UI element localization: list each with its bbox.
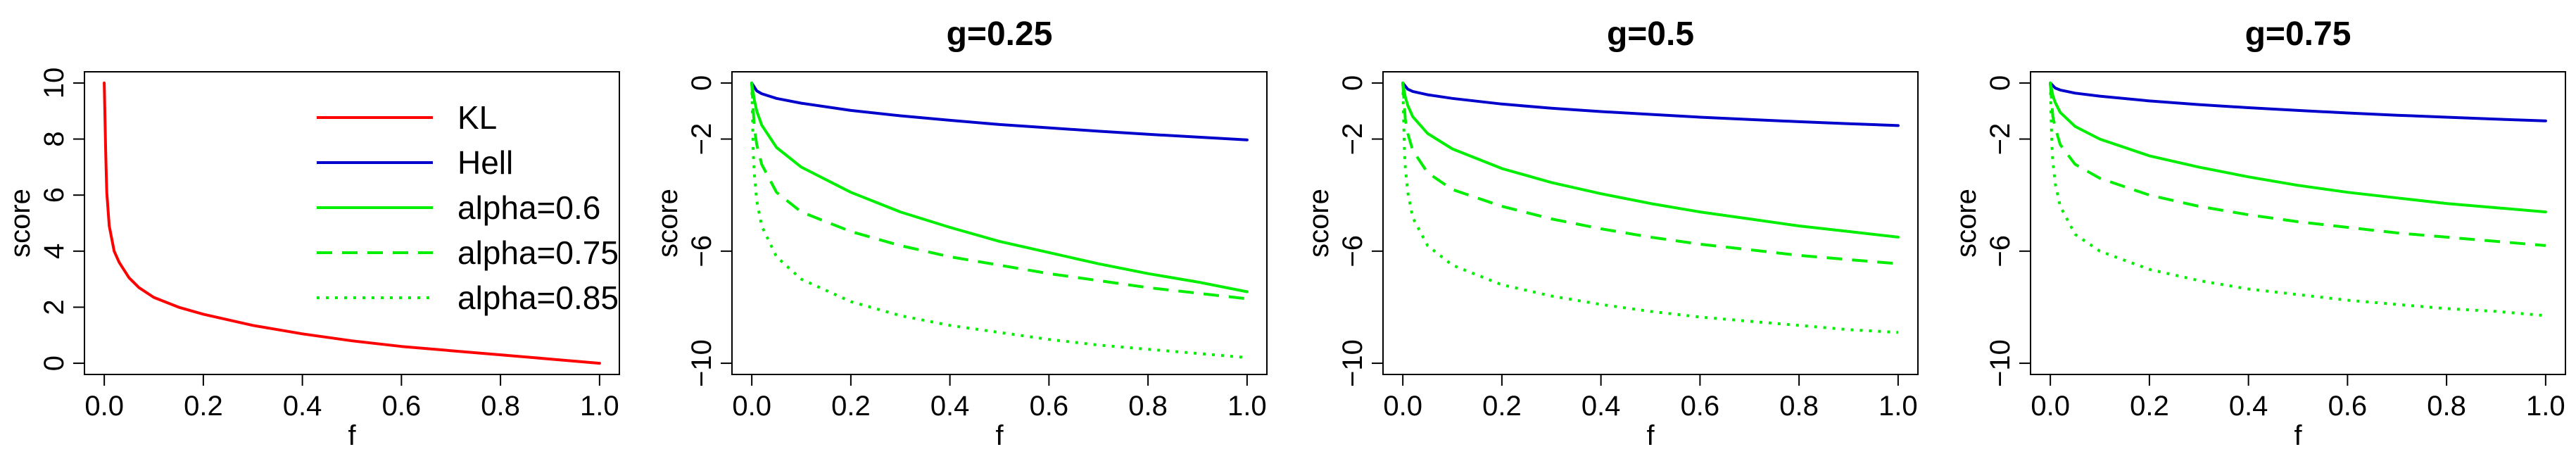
y-tick-label: −2 <box>1337 123 1368 156</box>
series-line-alpha-0-75 <box>750 82 1248 301</box>
y-axis-title: score <box>652 189 683 258</box>
x-tick-label: 0.4 <box>2229 391 2268 422</box>
panel-4: 0.0 0.2 0.4 0.6 0.8 1.0 −10 −6 −2 0 f score g=0.75 <box>1951 15 2566 451</box>
x-tick-label: 0.2 <box>831 391 871 422</box>
legend-label: alpha=0.6 <box>457 189 600 226</box>
y-axis-title: score <box>1303 189 1334 258</box>
x-tick-label: 0.8 <box>481 391 520 422</box>
series-line-alpha-0-6 <box>2049 81 2547 214</box>
y-tick-label: −10 <box>1985 339 2016 387</box>
y-tick-label: −2 <box>686 123 717 156</box>
series-line-hell <box>1401 81 1900 127</box>
y-tick-label: 0 <box>686 75 717 91</box>
x-tick-label: 1.0 <box>1879 391 1918 422</box>
series-line-hell <box>750 81 1249 141</box>
series-line-alpha-0-85 <box>1401 82 1899 334</box>
panel-title: g=0.5 <box>1607 15 1694 53</box>
x-axis-title: f <box>995 420 1004 451</box>
series-line-alpha-0-75 <box>1401 82 1899 265</box>
plot-frame <box>731 71 1268 375</box>
y-tick-label: 2 <box>39 299 70 315</box>
x-tick-label: 1.0 <box>1227 391 1267 422</box>
x-tick-label: 0.0 <box>2031 391 2070 422</box>
x-tick-label: 0.2 <box>184 391 223 422</box>
x-axis-title: f <box>348 420 356 451</box>
x-tick-label: 0.6 <box>2328 391 2368 422</box>
x-tick-label: 0.2 <box>1482 391 1522 422</box>
x-tick-label: 0.2 <box>2130 391 2169 422</box>
series-line-kl <box>103 81 601 365</box>
x-tick-label: 0.8 <box>1779 391 1819 422</box>
x-tick-label: 1.0 <box>580 391 619 422</box>
panel-title: g=0.75 <box>2245 15 2351 53</box>
x-tick-label: 0.8 <box>1128 391 1168 422</box>
series-line-alpha-0-6 <box>750 81 1249 294</box>
panel-2: 0.0 0.2 0.4 0.6 0.8 1.0 −10 −6 −2 0 f score g=0.25 <box>652 15 1268 451</box>
y-tick-label: 0 <box>1985 75 2016 91</box>
y-tick-label: −6 <box>1985 235 2016 267</box>
y-tick-label: −2 <box>1985 123 2016 156</box>
plot-frame <box>84 71 620 375</box>
legend-label: alpha=0.85 <box>457 279 619 316</box>
legend-label: Hell <box>457 144 513 181</box>
x-tick-label: 0.6 <box>1030 391 1069 422</box>
series-line-alpha-0-85 <box>2049 82 2546 317</box>
panel-1: 0.0 0.2 0.4 0.6 0.8 1.0 0 2 4 6 8 10 f score KL Hell alp… <box>5 68 620 451</box>
x-tick-label: 1.0 <box>2526 391 2565 422</box>
x-tick-label: 0.4 <box>1581 391 1621 422</box>
x-tick-label: 0.0 <box>84 391 124 422</box>
series-line-alpha-0-6 <box>1401 81 1900 239</box>
y-tick-label: −6 <box>1337 235 1368 267</box>
x-tick-label: 0.0 <box>1383 391 1422 422</box>
y-tick-label: 0 <box>1337 75 1368 91</box>
y-tick-label: −6 <box>686 235 717 267</box>
x-tick-label: 0.6 <box>1681 391 1720 422</box>
plot-frame <box>2030 71 2566 375</box>
x-tick-label: 0.0 <box>732 391 771 422</box>
x-tick-label: 0.4 <box>930 391 970 422</box>
x-axis-title: f <box>1646 420 1655 451</box>
y-axis-title: score <box>1951 189 1982 258</box>
y-tick-label: 6 <box>39 187 70 203</box>
y-tick-label: −10 <box>686 339 717 387</box>
legend-label: KL <box>457 99 497 136</box>
legend: KL Hell alpha=0.6 alpha=0.75 alpha=0.85 <box>317 99 619 316</box>
series-line-alpha-0-85 <box>750 82 1248 360</box>
panel-title: g=0.25 <box>947 15 1053 53</box>
y-tick-label: −10 <box>1337 339 1368 387</box>
y-tick-label: 0 <box>39 355 70 371</box>
series-line-hell <box>2049 81 2547 122</box>
legend-label: alpha=0.75 <box>457 234 619 271</box>
y-tick-label: 4 <box>39 244 70 259</box>
series-line-alpha-0-75 <box>2049 82 2546 247</box>
x-tick-label: 0.8 <box>2427 391 2466 422</box>
y-tick-label: 8 <box>39 131 70 146</box>
x-tick-label: 0.6 <box>382 391 422 422</box>
x-axis-title: f <box>2294 420 2302 451</box>
panel-3: 0.0 0.2 0.4 0.6 0.8 1.0 −10 −6 −2 0 f score g=0.5 <box>1303 15 1919 451</box>
x-tick-label: 0.4 <box>283 391 322 422</box>
y-tick-label: 10 <box>39 68 70 99</box>
y-axis-title: score <box>5 189 36 258</box>
plot-frame <box>1382 71 1919 375</box>
